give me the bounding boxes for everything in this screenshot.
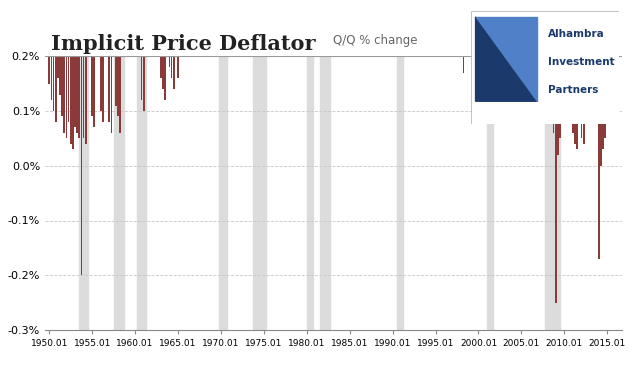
FancyBboxPatch shape [471,11,619,124]
Bar [545,56,560,330]
Bar [111,56,112,133]
Bar [53,56,54,111]
Bar [137,56,146,330]
Bar [611,56,612,100]
Bar [74,56,76,128]
Bar [253,56,266,330]
Bar [72,56,74,149]
Bar [55,56,56,122]
Bar [463,56,464,73]
Bar [598,56,599,259]
Bar [613,56,615,89]
Bar [320,56,330,330]
Bar [113,56,124,330]
Bar [563,56,565,89]
Bar [94,56,95,128]
Bar [488,56,490,89]
Bar [173,56,174,89]
Bar [219,56,228,330]
Bar [51,56,53,100]
Bar [83,56,85,138]
Bar [608,56,610,89]
Bar [81,56,82,275]
Bar [85,56,87,144]
Text: Implicit Price Deflator: Implicit Price Deflator [51,34,315,54]
Bar [76,56,78,133]
Text: Partners: Partners [548,85,598,95]
Bar [57,56,59,78]
Bar [177,56,179,78]
Bar [79,56,88,330]
Bar [565,56,567,111]
Text: Investment: Investment [548,57,615,67]
Bar [555,56,556,303]
Bar [63,56,65,133]
Bar [162,56,164,89]
Bar [606,56,608,78]
Bar [108,56,110,122]
Bar [78,56,80,138]
Bar [119,56,121,133]
Bar [91,56,93,117]
Bar [115,56,117,105]
Bar [589,56,591,84]
Bar [602,56,604,149]
Bar [171,56,172,78]
Bar [59,56,61,94]
Bar [600,56,602,166]
Bar [559,56,561,138]
Bar [397,56,403,330]
Bar [306,56,313,330]
Bar [48,56,50,84]
Bar [62,56,63,117]
Bar [557,56,559,155]
Bar [551,56,553,111]
Text: Q/Q % change: Q/Q % change [333,34,418,47]
Bar [65,56,67,138]
Bar [164,56,166,100]
Bar [100,56,102,111]
Bar [68,56,69,122]
Polygon shape [476,17,537,101]
Bar [102,56,104,122]
Text: Alhambra: Alhambra [548,29,604,39]
Bar [576,56,578,149]
Bar [574,56,576,144]
Bar [572,56,574,133]
Bar [169,56,171,67]
Bar [487,56,488,73]
Bar [581,56,583,138]
Bar [583,56,585,144]
Bar [140,56,142,100]
Polygon shape [476,17,537,101]
Bar [553,56,554,133]
Bar [70,56,72,144]
Bar [117,56,119,117]
Bar [592,56,593,100]
Bar [604,56,606,138]
Bar [143,56,144,111]
Bar [160,56,162,78]
Bar [487,56,494,330]
